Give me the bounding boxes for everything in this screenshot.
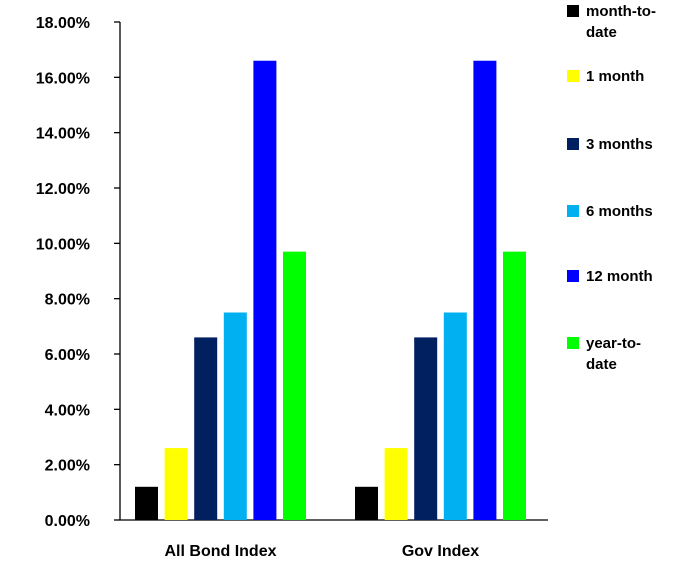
legend-swatch [567, 205, 579, 217]
x-category-label: All Bond Index [165, 543, 277, 560]
bar-12-month-2 [473, 60, 497, 520]
legend-swatch [567, 138, 579, 150]
bar-month-to-date-2 [355, 486, 378, 520]
legend-swatch [567, 70, 579, 82]
bar-6-months-1 [223, 312, 247, 520]
legend: month-to-date 1 month 3 months 6 months 12 m… [567, 3, 656, 373]
bar-12-month-1 [253, 60, 277, 520]
y-tick-label: 14.00% [36, 126, 90, 143]
y-tick-label: 0.00% [45, 513, 90, 530]
legend-label: date [586, 356, 617, 373]
plot-area: 0.00% 2.00% 4.00% 6.00% 8.00% 10.00% 12.00% 14.… [36, 15, 548, 560]
y-tick-label: 4.00% [45, 402, 90, 419]
bar-3-months-2 [414, 337, 438, 520]
legend-swatch [567, 337, 579, 349]
legend-label: 6 months [586, 203, 653, 220]
bar-month-to-date-1 [135, 486, 158, 520]
legend-label: year-to- [586, 335, 641, 352]
y-tick-label: 2.00% [45, 458, 90, 475]
bar-3-months-1 [194, 337, 218, 520]
legend-label: 12 month [586, 268, 653, 285]
legend-label: date [586, 24, 617, 41]
y-tick-label: 18.00% [36, 15, 90, 32]
x-category-label: Gov Index [402, 543, 479, 560]
legend-label: 1 month [586, 68, 644, 85]
y-tick-label: 16.00% [36, 70, 90, 87]
legend-label: 3 months [586, 136, 653, 153]
y-tick-label: 6.00% [45, 347, 90, 364]
legend-swatch [567, 270, 579, 282]
legend-label: month-to- [586, 3, 656, 20]
legend-swatch [567, 5, 579, 17]
y-tick-label: 8.00% [45, 292, 90, 309]
y-tick-label: 12.00% [36, 181, 90, 198]
bar-1-month-2 [384, 448, 408, 520]
bar-1-month-1 [164, 448, 188, 520]
bar-year-to-date-2 [503, 251, 526, 520]
bar-year-to-date-1 [283, 251, 306, 520]
bar-6-months-2 [443, 312, 467, 520]
y-tick-label: 10.00% [36, 236, 90, 253]
